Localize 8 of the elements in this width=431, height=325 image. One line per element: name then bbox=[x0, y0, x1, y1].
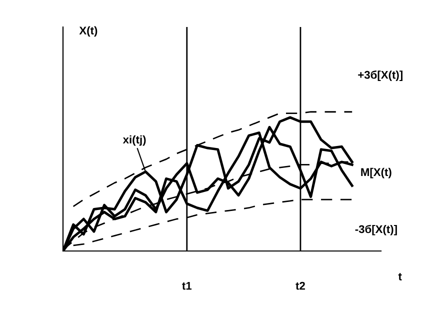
x-tick-label: t2 bbox=[296, 282, 305, 290]
series-label: M[X(t) bbox=[361, 168, 392, 178]
x-axis-title: t bbox=[398, 273, 402, 280]
text: X(t) bbox=[79, 26, 98, 37]
x-tick-label: t1 bbox=[182, 282, 192, 290]
text: +3б[X(t)] bbox=[358, 70, 402, 81]
annotation: xi(tj) bbox=[122, 135, 146, 146]
text: -3б[X(t)] bbox=[355, 224, 397, 236]
